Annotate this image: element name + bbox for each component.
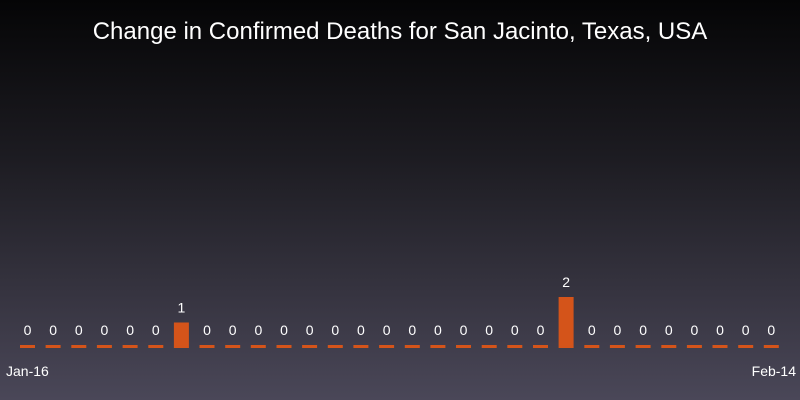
bar-20	[533, 345, 548, 348]
bar-value-label-27: 0	[716, 322, 724, 338]
bar-value-label-15: 0	[408, 322, 416, 338]
bar-value-label-23: 0	[614, 322, 622, 338]
bar-23	[609, 345, 625, 348]
bar-value-label-1: 0	[49, 322, 57, 338]
bar-value-label-5: 0	[152, 322, 160, 338]
bar-value-label-14: 0	[383, 322, 391, 338]
x-tick-label-start: Jan-16	[6, 363, 49, 379]
bar-value-label-3: 0	[101, 322, 109, 338]
bar-25	[661, 345, 677, 348]
bar-value-label-13: 0	[357, 322, 365, 338]
bar-value-label-22: 0	[588, 322, 596, 338]
bar-value-label-2: 0	[75, 322, 83, 338]
bar-21	[558, 297, 574, 348]
bar-value-label-18: 0	[485, 322, 493, 338]
bar-value-label-16: 0	[434, 322, 442, 338]
bar-2	[71, 345, 87, 348]
bar-value-label-24: 0	[639, 322, 647, 338]
bar-16	[430, 345, 446, 348]
bar-10	[276, 345, 292, 348]
bar-22	[584, 345, 600, 348]
bar-28	[738, 345, 754, 348]
bar-9	[250, 345, 266, 348]
bar-value-label-7: 0	[203, 322, 211, 338]
bar-value-label-20: 0	[537, 322, 545, 338]
bar-11	[302, 345, 318, 348]
bar-value-label-10: 0	[280, 322, 288, 338]
bar-1	[45, 345, 61, 348]
bar-8	[225, 345, 241, 348]
bar-26	[686, 345, 702, 348]
bar-12	[327, 345, 343, 348]
bar-value-label-11: 0	[306, 322, 314, 338]
bar-value-label-8: 0	[229, 322, 237, 338]
bar-value-label-9: 0	[255, 322, 263, 338]
bar-5	[148, 345, 164, 348]
bar-15	[404, 345, 420, 348]
bar-13	[353, 345, 369, 348]
bar-17	[456, 345, 471, 348]
bar-24	[635, 345, 651, 348]
bar-6	[173, 322, 189, 348]
bar-3	[96, 345, 112, 348]
bar-7	[199, 345, 215, 348]
bar-value-label-0: 0	[24, 322, 32, 338]
bar-27	[712, 345, 728, 348]
bar-value-label-29: 0	[767, 322, 775, 338]
bar-value-label-28: 0	[742, 322, 750, 338]
bar-value-label-26: 0	[691, 322, 699, 338]
x-tick-label-end: Feb-14	[751, 363, 796, 379]
bar-value-label-25: 0	[665, 322, 673, 338]
bar-18	[481, 345, 497, 348]
bar-value-label-17: 0	[460, 322, 468, 338]
bar-4	[122, 345, 138, 348]
bar-19	[507, 345, 523, 348]
bar-value-label-21: 2	[562, 274, 570, 290]
bar-0	[20, 345, 35, 348]
bar-value-label-6: 1	[178, 300, 186, 316]
bar-29	[763, 345, 779, 348]
bar-14	[379, 345, 395, 348]
bar-value-label-19: 0	[511, 322, 519, 338]
chart-title: Change in Confirmed Deaths for San Jacin…	[92, 18, 708, 45]
bar-value-label-4: 0	[126, 322, 134, 338]
bar-value-label-12: 0	[331, 322, 339, 338]
